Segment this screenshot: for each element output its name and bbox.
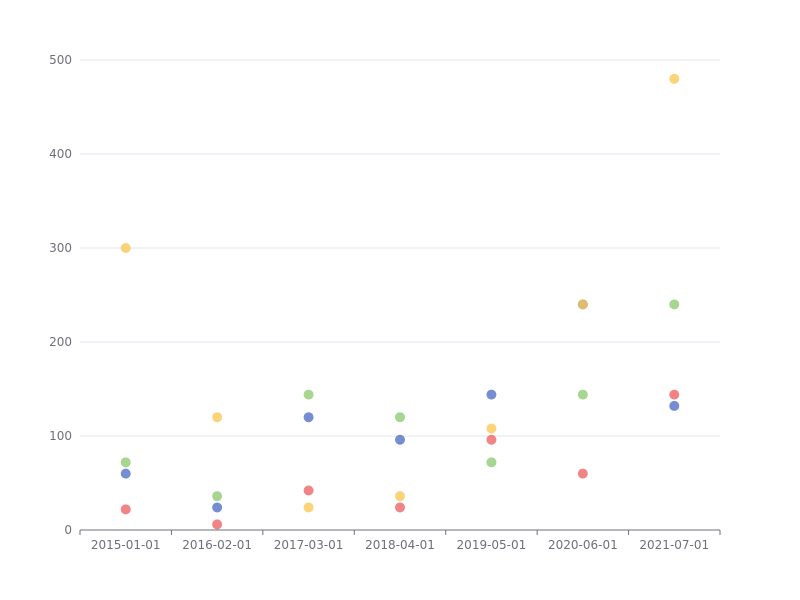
data-point (303, 412, 314, 423)
data-point (120, 243, 131, 253)
y-tick-label: 0 (64, 523, 72, 537)
data-point (395, 412, 405, 423)
data-point (486, 389, 497, 400)
x-tick-label: 2016-02-01 (182, 538, 252, 552)
data-point (120, 504, 131, 515)
y-tick-label: 400 (49, 147, 72, 161)
data-point (486, 423, 497, 434)
data-point (486, 457, 497, 468)
x-axis (79, 529, 721, 535)
data-point (120, 457, 131, 468)
data-point (669, 299, 680, 310)
x-tick-label: 2018-04-01 (365, 538, 435, 552)
x-tick-label: 2021-07-01 (639, 538, 709, 552)
grid-lines (80, 59, 720, 437)
x-tick-label: 2017-03-01 (274, 538, 344, 552)
data-point (212, 412, 223, 423)
x-tick-label: 2015-01-01 (91, 538, 161, 552)
data-point (303, 485, 314, 496)
data-point (577, 389, 588, 400)
data-points (120, 73, 680, 530)
data-point (395, 491, 405, 502)
data-point (120, 468, 131, 479)
data-point (669, 73, 680, 84)
y-axis-labels: 0 100 200 300 400 500 (49, 53, 72, 537)
y-tick-label: 300 (49, 241, 72, 255)
x-tick-label: 2019-05-01 (457, 538, 527, 552)
y-tick-label: 100 (49, 429, 72, 443)
y-tick-label: 200 (49, 335, 72, 349)
data-point (212, 519, 223, 530)
data-point (303, 389, 314, 400)
y-tick-label: 500 (49, 53, 72, 67)
data-point (212, 502, 223, 513)
data-point (303, 502, 314, 513)
data-point (669, 389, 680, 400)
data-point (486, 434, 497, 445)
x-tick-label: 2020-06-01 (548, 538, 618, 552)
data-point (577, 468, 588, 479)
data-point (669, 400, 680, 411)
data-point (212, 491, 223, 502)
data-point (395, 434, 405, 445)
data-point (577, 299, 588, 310)
data-point (395, 502, 405, 513)
x-axis-labels: 2015-01-01 2016-02-01 2017-03-01 2018-04-01… (91, 538, 709, 552)
